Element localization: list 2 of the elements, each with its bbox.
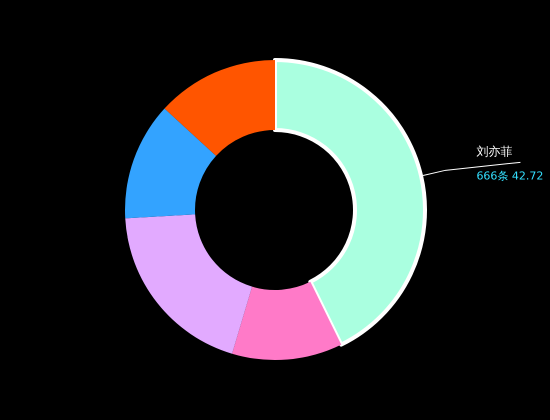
slice-label: 刘亦菲 [476, 144, 512, 158]
data-label: 666条 42.72 [476, 169, 544, 182]
